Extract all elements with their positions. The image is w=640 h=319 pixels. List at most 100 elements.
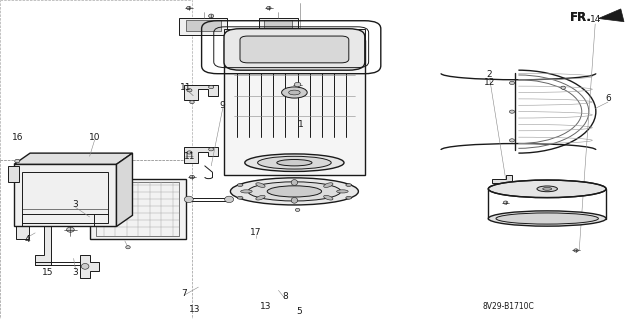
Ellipse shape — [238, 45, 242, 47]
Bar — [229, 38, 290, 54]
Text: 7: 7 — [182, 289, 187, 298]
Ellipse shape — [81, 263, 89, 269]
Text: 5: 5 — [297, 307, 302, 315]
Ellipse shape — [561, 86, 566, 89]
Polygon shape — [116, 153, 132, 226]
Text: 14: 14 — [589, 15, 601, 24]
Bar — [264, 20, 292, 31]
Ellipse shape — [241, 190, 252, 193]
Polygon shape — [8, 166, 19, 182]
FancyBboxPatch shape — [224, 29, 365, 70]
Bar — [186, 20, 221, 31]
Text: FR.: FR. — [570, 11, 592, 24]
Ellipse shape — [67, 227, 74, 232]
Ellipse shape — [346, 184, 351, 186]
Polygon shape — [14, 153, 132, 164]
Ellipse shape — [574, 249, 579, 252]
Polygon shape — [35, 217, 61, 265]
Ellipse shape — [488, 180, 606, 197]
Bar — [259, 18, 298, 34]
Ellipse shape — [251, 45, 255, 47]
Text: 17: 17 — [250, 228, 262, 237]
Text: 11: 11 — [184, 152, 196, 161]
Ellipse shape — [291, 180, 298, 185]
Ellipse shape — [346, 197, 351, 199]
Text: 8: 8 — [282, 292, 287, 301]
Text: 15: 15 — [42, 268, 54, 277]
Text: 4: 4 — [24, 235, 29, 244]
Ellipse shape — [189, 100, 195, 104]
Polygon shape — [184, 147, 218, 163]
Ellipse shape — [268, 186, 321, 197]
Ellipse shape — [209, 148, 214, 151]
Ellipse shape — [276, 45, 280, 47]
Bar — [179, 18, 227, 35]
Polygon shape — [80, 255, 99, 278]
Ellipse shape — [187, 89, 192, 92]
Ellipse shape — [509, 110, 515, 113]
Ellipse shape — [186, 6, 191, 10]
Ellipse shape — [282, 87, 307, 98]
Ellipse shape — [289, 90, 300, 95]
Ellipse shape — [237, 197, 243, 199]
Ellipse shape — [230, 178, 358, 205]
Ellipse shape — [488, 211, 606, 226]
Ellipse shape — [225, 196, 234, 203]
Text: 1: 1 — [298, 120, 303, 129]
Text: 11: 11 — [180, 83, 191, 92]
Ellipse shape — [184, 196, 193, 203]
Ellipse shape — [237, 184, 243, 186]
Ellipse shape — [187, 151, 192, 154]
Ellipse shape — [252, 39, 337, 54]
Ellipse shape — [257, 156, 332, 169]
Polygon shape — [598, 9, 624, 22]
Text: FR.: FR. — [570, 11, 592, 24]
FancyBboxPatch shape — [240, 36, 349, 63]
Ellipse shape — [509, 139, 515, 142]
Ellipse shape — [337, 190, 348, 193]
Ellipse shape — [291, 197, 298, 203]
Ellipse shape — [537, 186, 557, 192]
Ellipse shape — [267, 6, 271, 10]
Text: 6: 6 — [605, 94, 611, 103]
Ellipse shape — [295, 208, 300, 211]
Text: 9: 9 — [220, 101, 225, 110]
Polygon shape — [16, 217, 29, 239]
Ellipse shape — [15, 159, 20, 163]
Ellipse shape — [256, 196, 265, 200]
Ellipse shape — [125, 246, 131, 249]
Ellipse shape — [509, 81, 515, 85]
Polygon shape — [224, 40, 365, 175]
Ellipse shape — [504, 201, 508, 204]
Text: 13: 13 — [260, 302, 271, 311]
Polygon shape — [492, 175, 512, 183]
Text: 16: 16 — [12, 133, 24, 142]
Ellipse shape — [244, 154, 344, 172]
Ellipse shape — [209, 85, 214, 89]
Ellipse shape — [248, 182, 340, 201]
Polygon shape — [14, 164, 116, 226]
Ellipse shape — [45, 219, 51, 224]
Text: 3: 3 — [73, 200, 78, 209]
Text: 3: 3 — [73, 268, 78, 277]
Ellipse shape — [324, 196, 333, 200]
Ellipse shape — [294, 82, 301, 87]
Ellipse shape — [240, 33, 244, 37]
Ellipse shape — [189, 175, 195, 179]
Text: 2: 2 — [487, 70, 492, 79]
Polygon shape — [184, 85, 218, 100]
Ellipse shape — [276, 160, 312, 166]
Polygon shape — [90, 179, 186, 239]
Ellipse shape — [324, 183, 333, 187]
Ellipse shape — [264, 45, 268, 47]
Polygon shape — [224, 29, 365, 40]
Text: 13: 13 — [189, 305, 201, 314]
Text: 10: 10 — [89, 133, 100, 142]
Text: 8V29-B1710C: 8V29-B1710C — [483, 302, 534, 311]
Ellipse shape — [256, 183, 265, 187]
Ellipse shape — [209, 14, 214, 18]
Text: 12: 12 — [484, 78, 495, 87]
Ellipse shape — [241, 36, 347, 57]
Ellipse shape — [496, 213, 598, 224]
Ellipse shape — [543, 188, 552, 190]
